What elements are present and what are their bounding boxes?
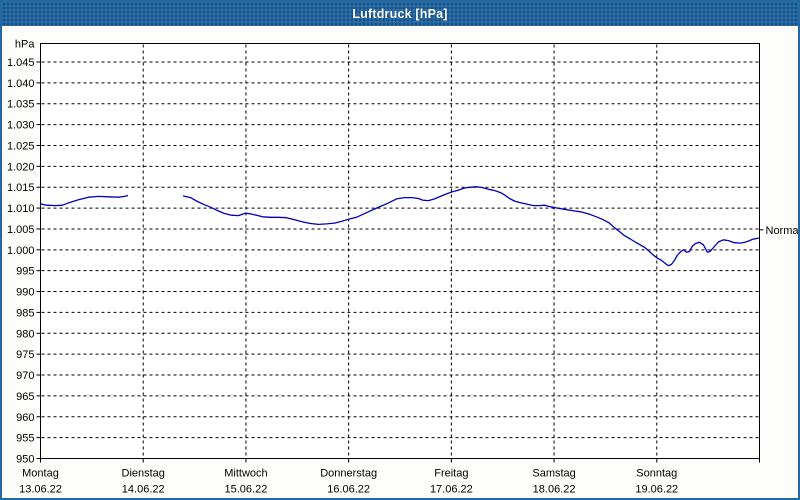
x-axis-day-label: Mittwoch [224,468,267,480]
y-axis-label: 970 [16,370,34,382]
y-axis-label: 975 [16,349,34,361]
y-axis-label: 1.025 [7,140,35,152]
plot-frame [40,43,760,459]
x-axis-day-label: Donnerstag [320,468,377,480]
y-axis-label: 1.015 [7,182,35,194]
x-axis-date-label: 13.06.22 [19,484,62,496]
x-axis-date-label: 18.06.22 [533,484,576,496]
y-axis-label: 1.035 [7,99,35,111]
y-axis-label: 1.040 [7,78,35,90]
x-axis-date-label: 15.06.22 [225,484,268,496]
y-axis-label: 985 [16,307,34,319]
normal-marker-label: Normal [766,225,799,237]
y-axis-label: 955 [16,433,34,445]
y-axis-label: 990 [16,287,34,299]
y-axis-label: 1.045 [7,57,35,69]
x-axis-date-label: 17.06.22 [430,484,473,496]
y-axis-label: 1.010 [7,203,35,215]
x-axis-day-label: Samstag [532,468,575,480]
x-axis-day-label: Freitag [434,468,468,480]
window-title: Luftdruck [hPa] [352,7,448,21]
y-axis-label: 950 [16,454,34,466]
x-axis-day-label: Sonntag [636,468,677,480]
y-axis-label: 965 [16,391,34,403]
y-axis-label: 1.005 [7,224,35,236]
y-axis-label: 995 [16,266,34,278]
y-axis-label: 960 [16,412,34,424]
pressure-curve [39,194,129,207]
x-axis-day-label: Dienstag [122,468,165,480]
x-axis-date-label: 14.06.22 [122,484,165,496]
y-axis-label: 1.030 [7,120,35,132]
y-axis-label: 1.000 [7,245,35,257]
window-titlebar[interactable]: Luftdruck [hPa] [2,2,798,26]
x-axis-date-label: 19.06.22 [635,484,678,496]
x-axis-day-label: Montag [22,468,59,480]
pressure-curve [182,186,760,267]
y-axis-label: 1.020 [7,161,35,173]
y-axis-label: 980 [16,328,34,340]
x-axis-date-label: 16.06.22 [327,484,370,496]
y-axis-unit-label: hPa [15,39,35,51]
